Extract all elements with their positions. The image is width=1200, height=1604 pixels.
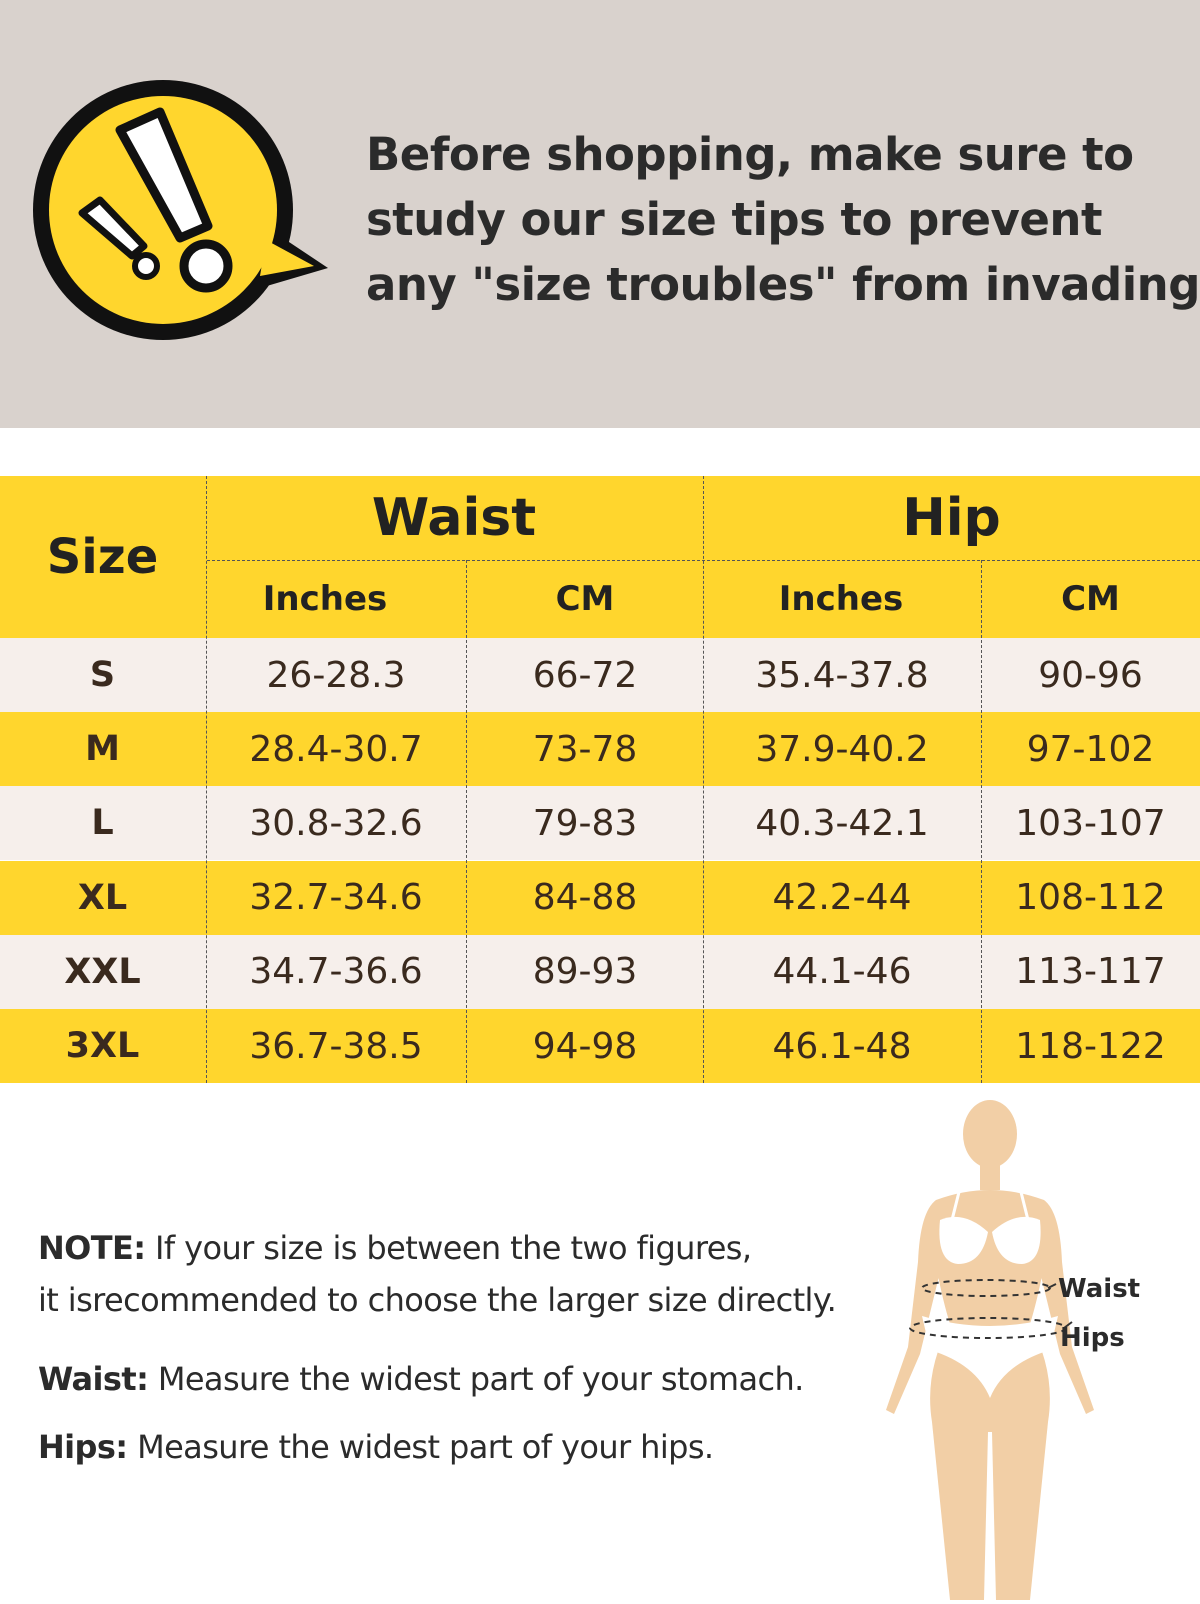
waist-cm-cell: 73-78 [532, 728, 638, 770]
hip-inches-cell: 44.1-46 [772, 951, 912, 993]
waist-inches-cell: 34.7-36.6 [249, 951, 423, 993]
waist-cm-cell: 79-83 [532, 802, 638, 844]
size-cell: L [91, 803, 114, 844]
figure-waist-label: Waist [1058, 1274, 1141, 1304]
hip-cm-header: CM [1061, 579, 1120, 619]
table-row: S 26-28.3 66-72 35.4-37.8 90-96 [0, 638, 1200, 712]
table-row: 3XL 36.7-38.5 94-98 46.1-48 118-122 [0, 1009, 1200, 1083]
table-header [0, 476, 1200, 638]
table-row: XL 32.7-34.6 84-88 42.2-44 108-112 [0, 860, 1200, 935]
waist-cm-cell: 89-93 [532, 951, 638, 993]
table-row: XXL 34.7-36.6 89-93 44.1-46 113-117 [0, 934, 1200, 1009]
hip-group-header: Hip [902, 488, 1001, 548]
hip-inches-cell: 35.4-37.8 [755, 654, 929, 696]
note-label: NOTE: [38, 1229, 146, 1267]
note-paragraph: NOTE: If your size is between the two fi… [38, 1222, 898, 1326]
waist-inches-cell: 30.8-32.6 [249, 802, 423, 844]
hip-cm-cell: 97-102 [1026, 728, 1155, 770]
size-cell: XXL [64, 951, 141, 992]
hip-cm-cell: 108-112 [1015, 877, 1166, 919]
size-chart-table: Size Waist Hip Inches CM Inches CM S 26-2… [0, 476, 1200, 1083]
hip-cm-cell: 90-96 [1038, 654, 1143, 696]
banner-line: any "size troubles" from invading! [366, 258, 1200, 311]
banner-line: study our size tips to prevent [366, 193, 1102, 246]
waist-inches-cell: 32.7-34.6 [249, 877, 423, 919]
waist-cm-cell: 94-98 [532, 1025, 638, 1067]
hip-cm-cell: 113-117 [1015, 951, 1166, 993]
hip-inches-cell: 46.1-48 [772, 1025, 912, 1067]
hips-label: Hips: [38, 1428, 128, 1466]
banner-message: Before shopping, make sure to study our … [366, 122, 1200, 317]
waist-instruction: Waist: Measure the widest part of your s… [38, 1360, 804, 1398]
column-divider [206, 476, 207, 1083]
column-divider [981, 560, 982, 1083]
hip-inches-cell: 40.3-42.1 [755, 802, 929, 844]
waist-inches-cell: 26-28.3 [266, 654, 406, 696]
banner-line: Before shopping, make sure to [366, 128, 1134, 181]
hip-inches-cell: 37.9-40.2 [755, 728, 929, 770]
column-divider [703, 476, 704, 1083]
size-cell: XL [77, 877, 128, 918]
hip-cm-cell: 118-122 [1015, 1025, 1166, 1067]
hip-cm-cell: 103-107 [1015, 802, 1166, 844]
waist-inches-cell: 28.4-30.7 [249, 728, 423, 770]
hip-inches-header: Inches [778, 579, 904, 619]
top-banner: Before shopping, make sure to study our … [0, 0, 1200, 428]
column-divider [466, 560, 467, 1083]
measurement-notes: NOTE: If your size is between the two fi… [38, 1222, 898, 1466]
hips-instruction-text: Measure the widest part of your hips. [127, 1428, 714, 1466]
waist-label: Waist: [38, 1360, 149, 1398]
waist-cm-cell: 66-72 [532, 654, 638, 696]
female-body-illustration [886, 1100, 1094, 1600]
size-cell: S [89, 655, 116, 695]
body-measurement-figure: Waist Hips [880, 1092, 1200, 1600]
figure-hips-label: Hips [1060, 1323, 1125, 1353]
waist-group-header: Waist [371, 488, 537, 548]
exclamation-alert-icon [33, 80, 328, 340]
waist-cm-cell: 84-88 [532, 877, 638, 919]
waist-inches-header: Inches [262, 579, 388, 619]
note-text-line2: it isrecommended to choose the larger si… [38, 1281, 837, 1319]
hip-inches-cell: 42.2-44 [772, 877, 912, 919]
size-cell: M [85, 729, 120, 770]
size-column-header: Size [46, 529, 159, 585]
waist-instruction-text: Measure the widest part of your stomach. [148, 1360, 804, 1398]
waist-cm-header: CM [555, 579, 615, 619]
table-row: M 28.4-30.7 73-78 37.9-40.2 97-102 [0, 712, 1200, 787]
note-text-line1: If your size is between the two figures, [145, 1229, 752, 1267]
hips-instruction: Hips: Measure the widest part of your hi… [38, 1428, 714, 1466]
table-row: L 30.8-32.6 79-83 40.3-42.1 103-107 [0, 786, 1200, 861]
waist-inches-cell: 36.7-38.5 [249, 1025, 423, 1067]
size-cell: 3XL [65, 1026, 140, 1066]
